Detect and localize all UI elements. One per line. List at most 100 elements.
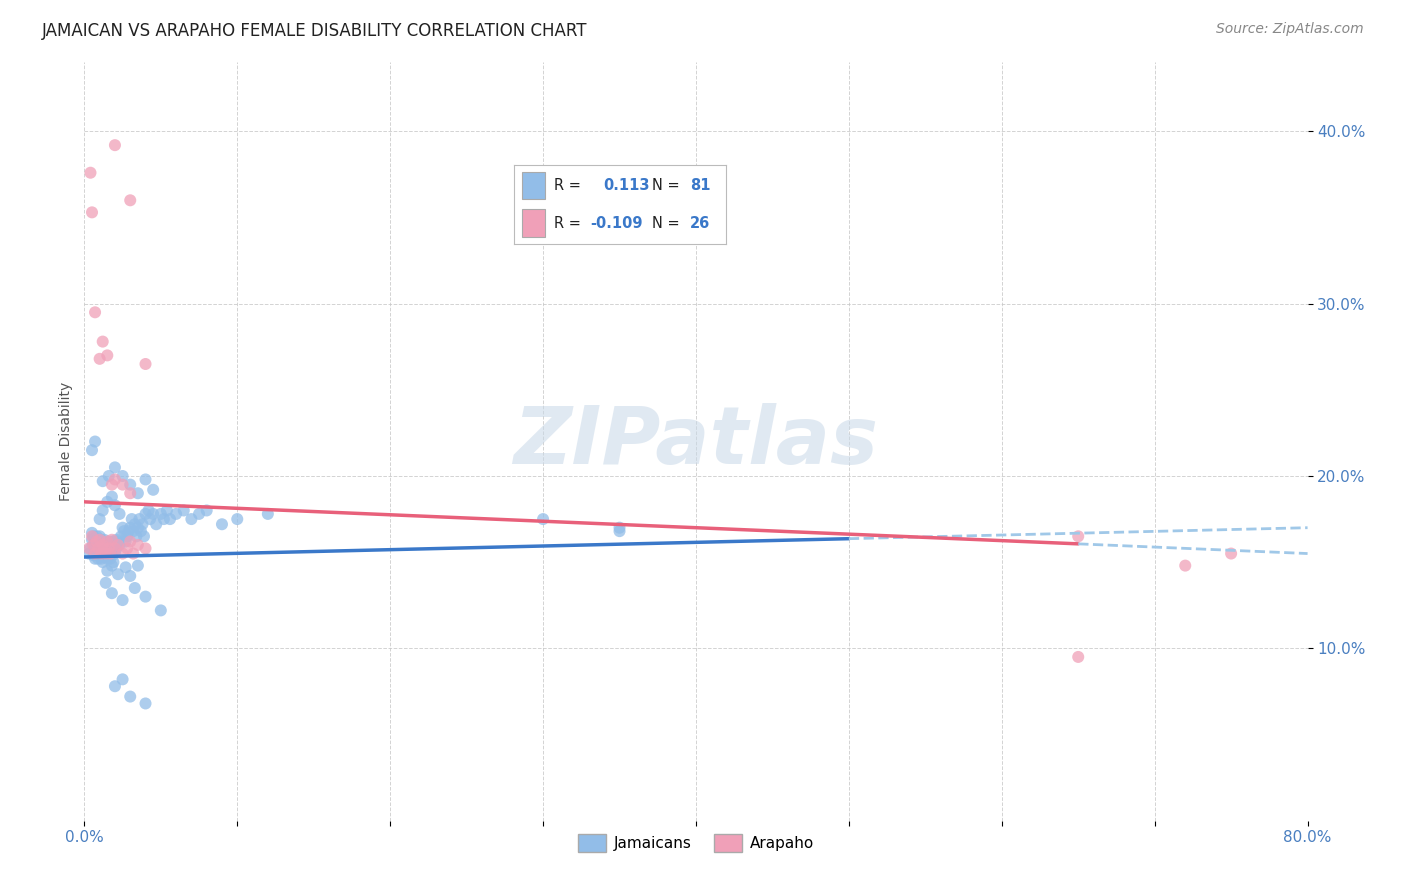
Point — [1067, 649, 1090, 664]
Point — [101, 547, 124, 561]
Point — [104, 498, 127, 512]
Point — [1174, 558, 1197, 573]
Point — [91, 334, 114, 349]
Point — [211, 517, 233, 532]
Point — [89, 538, 111, 552]
Point — [84, 547, 107, 561]
Point — [91, 534, 114, 549]
Text: JAMAICAN VS ARAPAHO FEMALE DISABILITY CORRELATION CHART: JAMAICAN VS ARAPAHO FEMALE DISABILITY CO… — [42, 22, 588, 40]
Point — [138, 503, 160, 517]
Point — [91, 545, 114, 559]
Point — [96, 564, 118, 578]
Point — [145, 517, 167, 532]
Point — [91, 503, 114, 517]
Point — [135, 357, 157, 371]
FancyBboxPatch shape — [522, 209, 546, 236]
Text: 26: 26 — [690, 216, 710, 230]
Point — [101, 533, 124, 547]
Point — [128, 512, 150, 526]
Text: 81: 81 — [690, 178, 710, 194]
Point — [142, 507, 165, 521]
Point — [91, 474, 114, 488]
Point — [98, 541, 121, 556]
Point — [111, 521, 134, 535]
Point — [77, 547, 100, 561]
Point — [93, 541, 115, 556]
Point — [1067, 529, 1090, 543]
Point — [101, 477, 124, 491]
Point — [609, 521, 631, 535]
Point — [97, 534, 120, 549]
Point — [80, 443, 103, 458]
Point — [103, 555, 125, 569]
Point — [86, 538, 108, 552]
Point — [257, 507, 280, 521]
Point — [127, 486, 149, 500]
Text: N =: N = — [651, 216, 679, 230]
Point — [125, 529, 148, 543]
Point — [86, 547, 108, 561]
Point — [124, 581, 146, 595]
Point — [90, 551, 112, 566]
Point — [111, 547, 134, 561]
Point — [91, 538, 114, 552]
Point — [104, 534, 127, 549]
Point — [108, 507, 131, 521]
Point — [87, 534, 110, 549]
Point — [226, 512, 249, 526]
Point — [94, 547, 117, 561]
Point — [98, 547, 121, 561]
Point — [94, 547, 117, 561]
Point — [111, 593, 134, 607]
Point — [156, 503, 179, 517]
Point — [120, 486, 142, 500]
Point — [120, 477, 142, 491]
Point — [101, 558, 124, 573]
Point — [111, 469, 134, 483]
Point — [104, 473, 127, 487]
Point — [104, 460, 127, 475]
Point — [84, 305, 107, 319]
Y-axis label: Female Disability: Female Disability — [59, 382, 73, 501]
Text: R =: R = — [554, 178, 581, 194]
Point — [84, 434, 107, 449]
Point — [135, 697, 157, 711]
Point — [120, 194, 142, 208]
Point — [84, 551, 107, 566]
Point — [195, 503, 218, 517]
Text: N =: N = — [651, 178, 679, 194]
Point — [101, 490, 124, 504]
Point — [96, 348, 118, 362]
Point — [105, 533, 128, 547]
Point — [124, 517, 146, 532]
Point — [110, 529, 132, 543]
Point — [127, 521, 149, 535]
Point — [89, 547, 111, 561]
Point — [114, 534, 136, 549]
Point — [149, 603, 172, 617]
Point — [127, 558, 149, 573]
Point — [1220, 547, 1243, 561]
Text: R =: R = — [554, 216, 581, 230]
Point — [120, 569, 142, 583]
Point — [111, 477, 134, 491]
Point — [86, 534, 108, 549]
Point — [115, 541, 138, 556]
Point — [89, 351, 111, 366]
Point — [94, 538, 117, 552]
Point — [101, 534, 124, 549]
Point — [104, 138, 127, 153]
Point — [121, 512, 143, 526]
Point — [104, 679, 127, 693]
Point — [97, 547, 120, 561]
Point — [149, 507, 172, 521]
FancyBboxPatch shape — [522, 172, 546, 200]
Point — [142, 483, 165, 497]
Point — [104, 541, 127, 556]
Text: 0.113: 0.113 — [603, 178, 650, 194]
Point — [97, 541, 120, 556]
Point — [173, 503, 195, 517]
Point — [120, 690, 142, 704]
Point — [159, 512, 181, 526]
Point — [93, 533, 115, 547]
